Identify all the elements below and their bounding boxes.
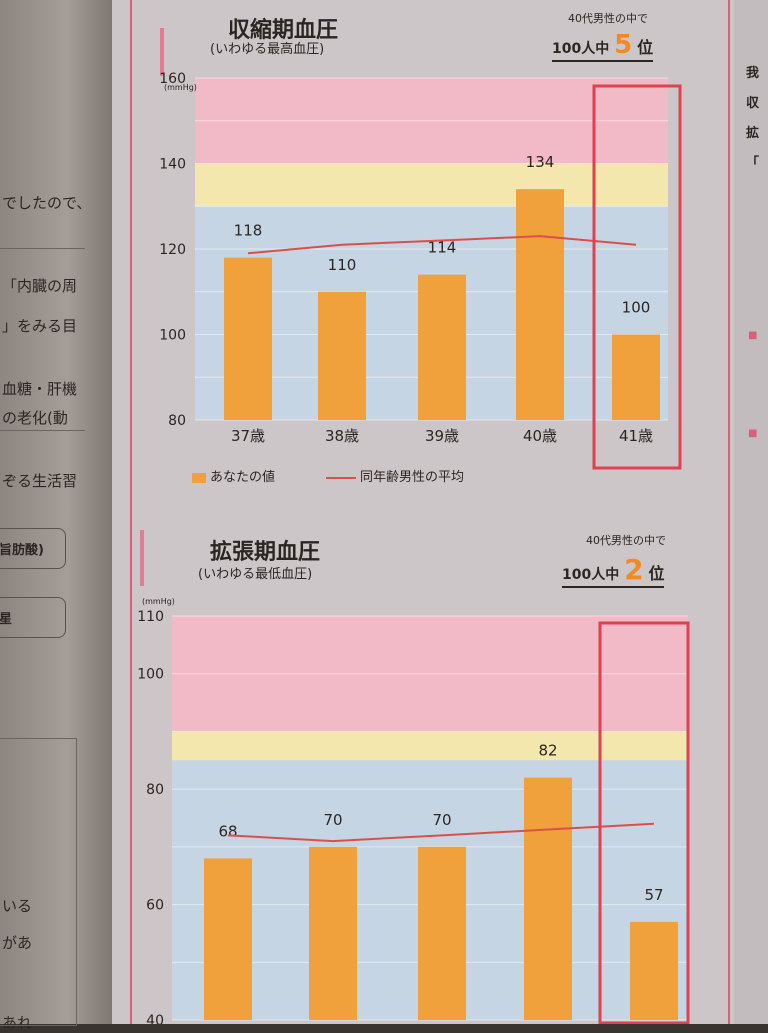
data-label: 100 bbox=[622, 299, 651, 317]
data-label: 70 bbox=[323, 811, 342, 829]
divider bbox=[0, 248, 85, 249]
left-page-line: があ bbox=[2, 934, 33, 952]
data-label: 134 bbox=[526, 153, 555, 171]
highlight-box bbox=[592, 84, 682, 470]
bar bbox=[630, 921, 678, 1020]
y-tick-label: 140 bbox=[159, 157, 186, 173]
category-label: 37歳 bbox=[231, 427, 265, 445]
band-yellow bbox=[195, 163, 668, 207]
rank-suffix: 位 bbox=[637, 38, 654, 57]
y-tick-label: 60 bbox=[146, 898, 164, 914]
bar bbox=[418, 846, 466, 1020]
right-page: 我 収 拡 「 ■ ■ bbox=[734, 0, 768, 1024]
legend-bar-label: あなたの値 bbox=[210, 470, 276, 485]
y-unit-label: (mmHg) bbox=[164, 83, 197, 92]
avg-line bbox=[247, 235, 637, 255]
rank-number: 5 bbox=[614, 30, 633, 60]
left-box-2: 星 bbox=[0, 597, 66, 638]
divider bbox=[0, 430, 85, 431]
chart2-rank-caption: 40代男性の中で bbox=[586, 534, 666, 547]
left-page-line: の老化(動 bbox=[2, 409, 68, 427]
title-accent bbox=[140, 530, 144, 586]
data-label: 70 bbox=[432, 811, 451, 829]
data-label: 118 bbox=[234, 222, 263, 240]
legend-bar: あなたの値 bbox=[192, 466, 275, 485]
category-label: 40歳 bbox=[523, 427, 557, 445]
chart2-title: 拡張期血圧 bbox=[210, 540, 321, 565]
y-tick-label: 100 bbox=[137, 667, 164, 683]
band-yellow bbox=[172, 731, 688, 761]
left-page-line: 「内臓の周 bbox=[2, 277, 78, 295]
y-tick-label: 120 bbox=[159, 242, 186, 258]
right-text: 収 bbox=[746, 96, 760, 111]
right-text: 我 bbox=[746, 66, 760, 81]
bar bbox=[309, 846, 357, 1020]
page-frame bbox=[130, 0, 730, 1024]
title-accent bbox=[160, 28, 164, 76]
legend-line: 同年齢男性の平均 bbox=[326, 466, 464, 485]
bar bbox=[516, 189, 564, 420]
bar bbox=[204, 858, 252, 1020]
y-tick-label: 80 bbox=[168, 413, 186, 429]
chart1-rank: 100人中 5 位 bbox=[552, 30, 654, 62]
y-tick-label: 160 bbox=[159, 71, 186, 87]
bullet-icon: ■ bbox=[748, 330, 758, 341]
left-page-line: 」をみる目 bbox=[2, 317, 78, 335]
left-page: でしたので、 「内臓の周 」をみる目 血糖・肝機 の老化(動 ぞる生活習 いる があ あれ 旨肪… bbox=[0, 0, 112, 1032]
bullet-icon: ■ bbox=[748, 428, 758, 439]
right-text: 拡 bbox=[746, 126, 760, 141]
y-tick-label: 110 bbox=[137, 609, 164, 625]
rank-prefix: 100人中 bbox=[562, 567, 620, 583]
avg-line bbox=[227, 822, 655, 843]
bar bbox=[224, 257, 272, 420]
data-label: 68 bbox=[218, 822, 237, 840]
left-page-line: ぞる生活習 bbox=[2, 472, 78, 490]
left-box-1: 旨肪酸) bbox=[0, 528, 66, 569]
chart1-title: 収縮期血圧 bbox=[228, 18, 339, 43]
legend-bar-swatch bbox=[192, 472, 206, 483]
category-label: 41歳 bbox=[619, 427, 653, 445]
left-page-line: でしたので、 bbox=[2, 194, 92, 212]
chart2-rank: 100人中 2 位 bbox=[562, 553, 665, 588]
rank-prefix: 100人中 bbox=[552, 41, 610, 57]
highlight-box bbox=[598, 621, 690, 1024]
y-tick-label: 80 bbox=[146, 782, 164, 798]
rank-suffix: 位 bbox=[648, 564, 665, 583]
bar bbox=[524, 777, 572, 1020]
legend-line-swatch bbox=[326, 476, 356, 479]
left-page-line: 血糖・肝機 bbox=[2, 380, 78, 398]
chart1-subtitle: (いわゆる最高血圧) bbox=[210, 42, 325, 57]
data-label: 110 bbox=[328, 256, 357, 274]
y-tick-label: 40 bbox=[146, 1013, 164, 1024]
data-label: 57 bbox=[644, 886, 663, 904]
chart2-subtitle: (いわゆる最低血圧) bbox=[198, 567, 313, 582]
bar bbox=[612, 334, 660, 420]
left-page-line: いる bbox=[2, 897, 33, 915]
bar bbox=[418, 274, 466, 420]
right-text: 「 bbox=[746, 156, 760, 171]
bar bbox=[318, 291, 366, 420]
category-label: 39歳 bbox=[425, 427, 459, 445]
y-tick-label: 100 bbox=[159, 328, 186, 344]
data-label: 82 bbox=[538, 742, 557, 760]
chart1-rank-caption: 40代男性の中で bbox=[568, 12, 648, 25]
y-unit-label: (mmHg) bbox=[142, 597, 175, 606]
legend-line-label: 同年齢男性の平均 bbox=[360, 470, 465, 485]
category-label: 38歳 bbox=[325, 427, 359, 445]
data-label: 114 bbox=[428, 239, 457, 257]
rank-number: 2 bbox=[624, 553, 644, 586]
